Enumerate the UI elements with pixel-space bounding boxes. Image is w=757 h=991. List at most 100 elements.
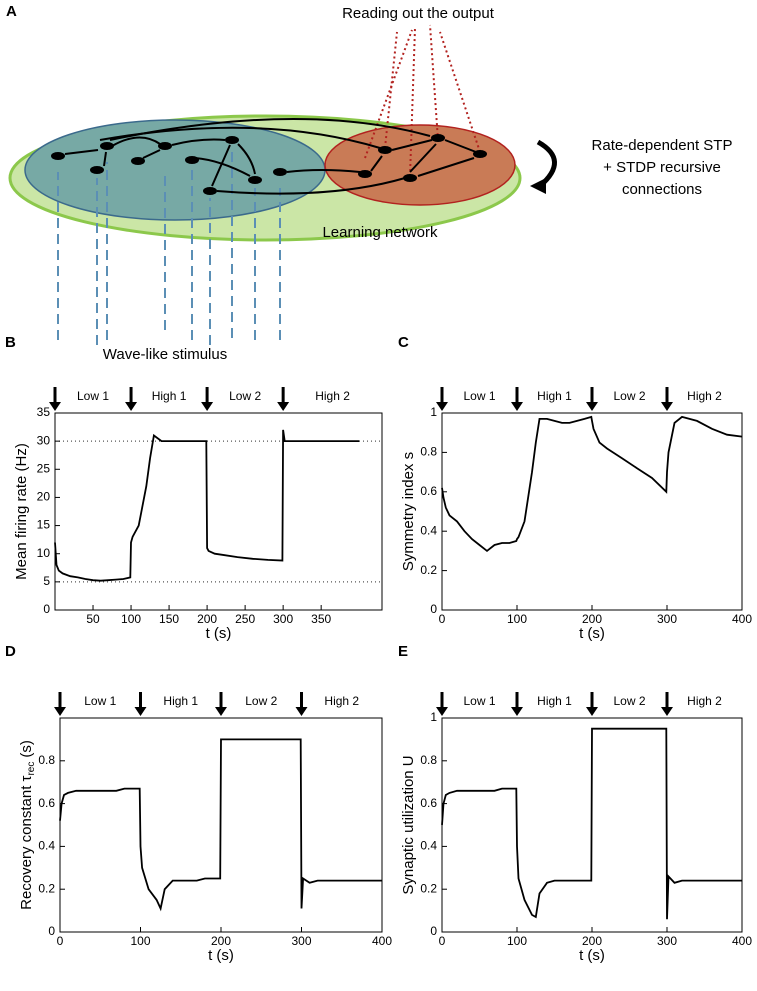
x-axis-label: t (s) [579,947,605,964]
panel-letter: E [398,643,408,660]
y-tick-label: 0.8 [420,753,437,767]
y-tick-label: 0 [43,602,50,616]
x-tick-label: 250 [235,612,255,626]
x-tick-label: 100 [130,934,150,948]
y-axis-label-text: Synaptic utilization U [400,755,417,894]
phase-label: Low 1 [77,389,109,403]
stimulus-arrows [57,150,281,345]
x-tick-label: 300 [273,612,293,626]
stp-label: + STDP recursive [603,159,721,176]
x-tick-label: 100 [507,934,527,948]
phase-label: High 1 [163,694,198,708]
plot-frame [54,412,383,611]
x-tick-label: 0 [439,934,446,948]
x-tick-label: 400 [372,934,392,948]
phase-arrowhead [277,402,290,411]
y-tick-label: 35 [37,405,51,419]
phase-label: Low 2 [229,389,261,403]
x-tick-label: 0 [439,612,446,626]
phase-label: Low 2 [245,694,277,708]
y-tick-label: 15 [37,518,51,532]
stp-label: connections [622,181,702,198]
panel-letter: C [398,334,409,351]
data-line [54,429,360,582]
x-axis-label: t (s) [206,625,232,642]
phase-arrowhead [125,402,138,411]
x-tick-label: 400 [732,612,752,626]
y-tick-label: 25 [37,461,51,475]
y-axis-label-sub: rec [26,762,37,776]
y-axis-label-text: Symmetry index s [400,452,417,571]
x-tick-label: 200 [582,612,602,626]
y-tick-label: 0 [430,924,437,938]
phase-label: High 2 [315,389,350,403]
y-tick-label: 30 [37,433,51,447]
x-tick-label: 300 [291,934,311,948]
x-axis-label: t (s) [579,625,605,642]
phase-label: High 1 [537,389,572,403]
y-axis-label: Synaptic utilization U [400,755,417,894]
phase-arrowhead [54,707,66,716]
x-tick-label: 50 [86,612,100,626]
phase-arrowhead [661,402,673,411]
y-tick-label: 20 [37,490,51,504]
x-tick-label: 400 [732,934,752,948]
stp-label: Rate-dependent STP [592,137,733,154]
y-tick-label: 0.6 [38,796,55,810]
phase-label: High 2 [687,694,722,708]
y-axis-label: Symmetry index s [400,452,417,571]
phase-arrowhead [215,707,227,716]
y-tick-label: 0 [430,602,437,616]
nodes [51,134,487,195]
y-tick-label: 1 [430,405,437,419]
connections [64,117,477,195]
phase-arrowhead [511,707,523,716]
phase-label: High 1 [537,694,572,708]
x-tick-label: 100 [507,612,527,626]
data-line [441,415,743,553]
y-tick-label: 1 [430,710,437,724]
x-tick-label: 200 [582,934,602,948]
phase-arrowhead [201,402,214,411]
phase-arrowhead [295,707,308,716]
y-tick-label: 0.4 [420,839,437,853]
y-tick-label: 0.6 [420,796,437,810]
output-area [324,124,516,206]
y-axis-label-text: Mean firing rate (Hz) [13,443,30,580]
data-line [441,727,742,920]
phase-label: High 1 [152,389,187,403]
recursive-arrowhead [530,178,546,194]
x-tick-label: 100 [121,612,141,626]
y-tick-label: 5 [43,574,50,588]
network-label: Learning network [322,224,438,241]
phase-label: High 2 [687,389,722,403]
data-line [59,738,382,912]
phase-label: Low 1 [84,694,116,708]
y-tick-label: 0.6 [420,484,437,498]
x-axis-label: t (s) [208,947,234,964]
phase-arrowhead [661,707,673,716]
readout-label: Reading out the output [342,5,495,22]
y-tick-label: 0.4 [420,523,437,537]
phase-label: Low 2 [613,389,645,403]
x-tick-label: 350 [311,612,331,626]
x-tick-label: 150 [159,612,179,626]
readout-lines [364,24,481,177]
phase-arrowhead [134,707,147,716]
y-axis-label-unit: (s) [18,740,35,758]
x-tick-label: 0 [57,934,64,948]
diagram: A Reading out the output Rate-dependent … [6,3,732,363]
phase-arrowhead [586,707,598,716]
y-tick-label: 0.2 [420,881,437,895]
y-axis-label-text: Recovery constant τ [18,775,35,909]
phase-label: Low 2 [613,694,645,708]
panel-letter: B [5,334,16,351]
y-axis-label: Recovery constant τrec (s) [18,740,37,910]
phase-arrowhead [586,402,598,411]
phase-arrowhead [49,402,61,411]
y-axis-label: Mean firing rate (Hz) [13,443,30,580]
phase-label: High 2 [324,694,359,708]
phase-arrowhead [436,402,448,411]
y-tick-label: 0.8 [38,753,55,767]
y-tick-label: 0 [48,924,55,938]
